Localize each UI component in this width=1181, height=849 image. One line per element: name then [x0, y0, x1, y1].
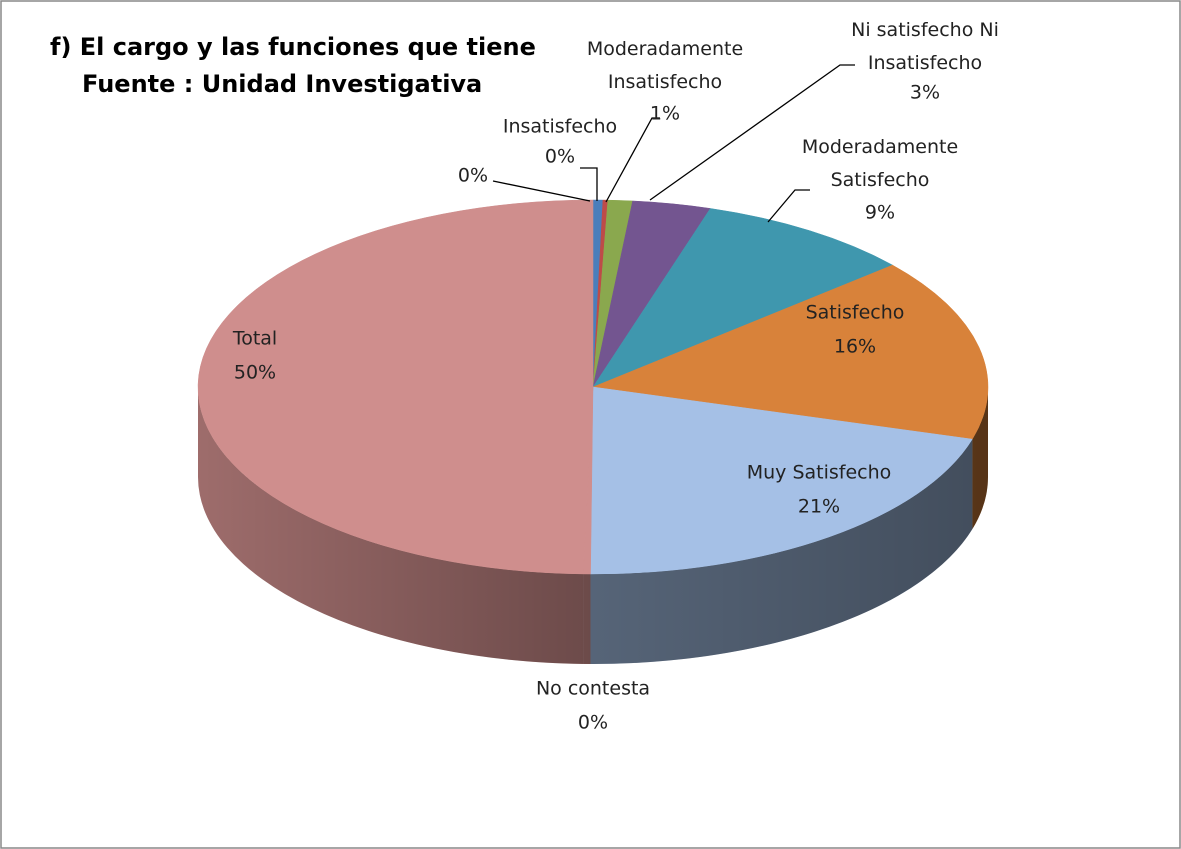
- pie-slice: [197, 199, 594, 575]
- slice-value-label: 50%: [234, 362, 276, 384]
- labels: 0% Insatisfecho 0% Moderadamente Insatisfech…: [232, 19, 999, 734]
- pie-tops: [197, 199, 989, 575]
- slice-value-label: 0%: [545, 146, 575, 168]
- leader-line: [492, 180, 591, 202]
- leader-line: [649, 64, 855, 201]
- slice-label: Total: [232, 328, 277, 350]
- slice-value-label: 9%: [865, 202, 895, 224]
- pie-slice: [592, 208, 894, 388]
- slice-value-label: 1%: [650, 103, 680, 125]
- pie-side: [583, 573, 591, 664]
- slice-value-label: 0%: [578, 712, 608, 734]
- slice-label: Insatisfecho: [503, 116, 617, 138]
- slice-value-label: 16%: [834, 336, 876, 358]
- chart-subtitle: Fuente : Unidad Investigativa: [82, 70, 482, 98]
- leader-line: [605, 117, 660, 203]
- slice-label: No contesta: [536, 678, 650, 700]
- pie-slice: [592, 264, 989, 440]
- slice-value-label: 21%: [798, 496, 840, 518]
- leader-line: [580, 167, 598, 201]
- slice-value-label: 0%: [458, 165, 488, 187]
- slice-label: Muy Satisfecho: [747, 462, 892, 484]
- pie-slice: [590, 386, 973, 575]
- slice-value-label: 3%: [910, 82, 940, 104]
- slice-label: Moderadamente Insatisfecho: [587, 38, 743, 93]
- chart-title: f) El cargo y las funciones que tiene: [50, 33, 536, 61]
- leader-line: [767, 189, 810, 223]
- slice-label: Moderadamente Satisfecho: [802, 136, 958, 191]
- slice-label: Ni satisfecho Ni Insatisfecho: [851, 19, 999, 74]
- slice-label: Satisfecho: [806, 302, 905, 324]
